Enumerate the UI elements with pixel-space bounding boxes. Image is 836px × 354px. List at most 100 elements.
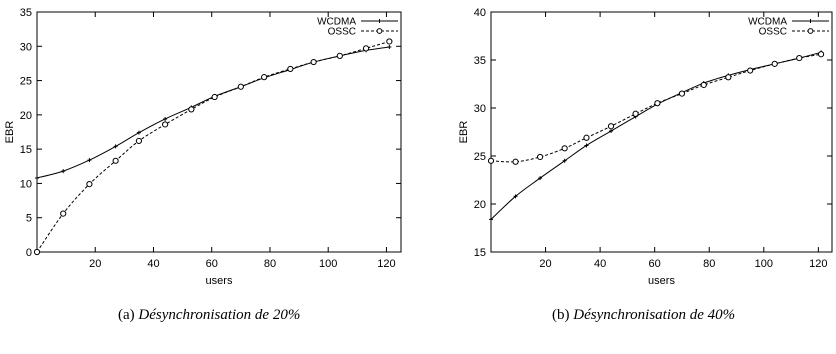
chart-a-frame: [36, 11, 402, 253]
chart-b-series-wcdma-point: [489, 217, 493, 222]
chart-a-series-ossc-point: [86, 181, 93, 188]
chart-b-series-ossc-point: [654, 100, 661, 107]
chart-b-ytick-label: 20: [474, 199, 486, 211]
chart-a-series-ossc-point: [261, 74, 268, 81]
chart-a-xtick-label: 120: [377, 258, 395, 270]
chart-b-series-ossc-point: [512, 158, 519, 165]
chart-b-series-ossc-point: [700, 81, 707, 89]
chart-b-ytick-label: 40: [474, 7, 486, 19]
chart-a-series-wcdma-point: [163, 116, 168, 121]
chart-a-series-ossc: [33, 38, 393, 256]
chart-a-series-ossc-point: [310, 58, 317, 66]
chart-b-frame: [490, 11, 833, 253]
chart-b-xtick-label: 60: [649, 258, 661, 270]
chart-a-ytick-label: 0: [26, 247, 32, 259]
chart-a-legend-marker-wcdma: [377, 19, 382, 23]
chart-b-series-ossc-point: [678, 90, 686, 97]
chart-a-legend-label-wcdma: WCDMA: [317, 17, 356, 28]
chart-b-series-ossc-point: [583, 134, 590, 141]
chart-b-series-wcdma-point: [562, 158, 567, 163]
chart-b-xtick-label: 20: [539, 258, 551, 270]
chart-b-xtick-label: 40: [594, 258, 606, 270]
chart-a-ytick-label: 20: [20, 110, 32, 122]
chart-a-series-ossc-line: [36, 41, 390, 253]
chart-a-x-axis-title: users: [206, 275, 233, 287]
chart-a-y-axis-title: EBR: [4, 121, 16, 144]
chart-a-series-ossc-point: [336, 52, 343, 59]
chart-a-series-wcdma-point: [387, 44, 392, 49]
chart-a-series-ossc-point: [33, 248, 41, 256]
chart-b-series-ossc-point: [632, 110, 639, 117]
chart-a-xtick-label: 20: [89, 258, 101, 270]
caption-b: (b) Désynchronisation de 40%: [552, 307, 735, 324]
chart-b-x-axis-title: users: [648, 275, 675, 287]
chart-b-ytick-label: 30: [474, 103, 486, 115]
chart-a-series-ossc-point: [188, 106, 195, 113]
chart-b-series-ossc-point: [537, 153, 544, 161]
chart-a-xtick-label: 60: [206, 258, 218, 270]
chart-a-ytick-label: 30: [20, 41, 32, 53]
chart-a: 0 5 10 15 20 25 30 35 20 40 60 80 100 120 users EBR WCDM…: [4, 7, 402, 287]
chart-b-ytick-label: 15: [474, 247, 486, 259]
chart-a-ytick-label: 25: [20, 76, 32, 88]
chart-b-series-wcdma-point: [513, 194, 518, 199]
chart-b-series-ossc-point: [747, 67, 754, 74]
chart-b-series-ossc-point: [771, 60, 778, 67]
chart-a-xtick-label: 100: [319, 258, 337, 270]
chart-a-series-ossc-point: [237, 83, 244, 90]
caption-b-label: (b): [552, 307, 570, 323]
chart-a-ytick-label: 15: [20, 144, 32, 156]
chart-a-xtick-label: 40: [147, 258, 159, 270]
chart-a-series-ossc-point: [60, 210, 67, 217]
chart-b-ytick-label: 35: [474, 55, 486, 67]
chart-b-series-ossc-point: [561, 145, 568, 152]
chart-a-series-wcdma-point: [136, 130, 141, 135]
chart-a-series-ossc-point: [112, 157, 119, 164]
chart-b-legend-label-wcdma: WCDMA: [748, 17, 787, 28]
chart-b-xtick-label: 120: [809, 258, 827, 270]
chart-b-legend-marker-wcdma: [808, 19, 813, 23]
caption-a-text: Désynchronisation de 20%: [138, 307, 301, 323]
chart-b-series-ossc-line: [490, 53, 822, 163]
chart-a-series-ossc-point: [211, 93, 218, 101]
chart-b-series-ossc-point: [817, 51, 825, 58]
chart-a-series-wcdma-point: [87, 158, 92, 163]
chart-a-series-ossc-point: [135, 137, 143, 145]
caption-a-label: (a): [118, 307, 135, 323]
chart-a-xtick-label: 80: [264, 258, 276, 270]
chart-b-series-wcdma-line: [490, 51, 822, 220]
chart-b-series-ossc-point: [796, 54, 803, 62]
chart-b-xtick-label: 80: [703, 258, 715, 270]
chart-a-ytick-label: 10: [20, 178, 32, 190]
chart-a-series-wcdma: [35, 44, 392, 180]
caption-b-text: Désynchronisation de 40%: [573, 307, 736, 323]
chart-b: 15 20 25 30 35 40 20 40 60 80 100 120 users EBR WCDMAO…: [458, 7, 833, 287]
chart-a-series-wcdma-point: [35, 175, 39, 180]
chart-a-legend-label-ossc: OSSC: [328, 27, 356, 38]
chart-b-series-ossc-point: [487, 157, 495, 164]
chart-b-legend-label-ossc: OSSC: [759, 27, 787, 38]
chart-a-series-ossc-point: [386, 38, 393, 45]
chart-a-series-wcdma-point: [113, 144, 118, 149]
chart-a-series-ossc-point: [362, 45, 370, 52]
chart-a-series-ossc-point: [162, 121, 169, 128]
chart-a-ytick-label: 5: [26, 213, 32, 225]
caption-a: (a) Désynchronisation de 20%: [118, 307, 300, 324]
chart-b-series-wcdma-point: [584, 143, 589, 148]
chart-b-legend-marker-ossc: [807, 28, 814, 34]
chart-b-series-wcdma-point: [538, 176, 543, 181]
chart-a-legend-marker-ossc: [376, 28, 383, 34]
chart-b-y-axis-title: EBR: [458, 121, 470, 144]
chart-b-series-ossc: [487, 51, 825, 165]
chart-b-series-ossc-point: [725, 74, 732, 81]
chart-a-series-ossc-point: [287, 65, 294, 73]
chart-b-ytick-label: 25: [474, 151, 486, 163]
chart-a-series-wcdma-point: [61, 169, 66, 174]
chart-b-series-ossc-point: [607, 123, 615, 130]
chart-b-series-wcdma: [489, 50, 824, 222]
chart-a-ytick-label: 35: [20, 7, 32, 19]
chart-b-series-wcdma-point: [609, 129, 614, 134]
